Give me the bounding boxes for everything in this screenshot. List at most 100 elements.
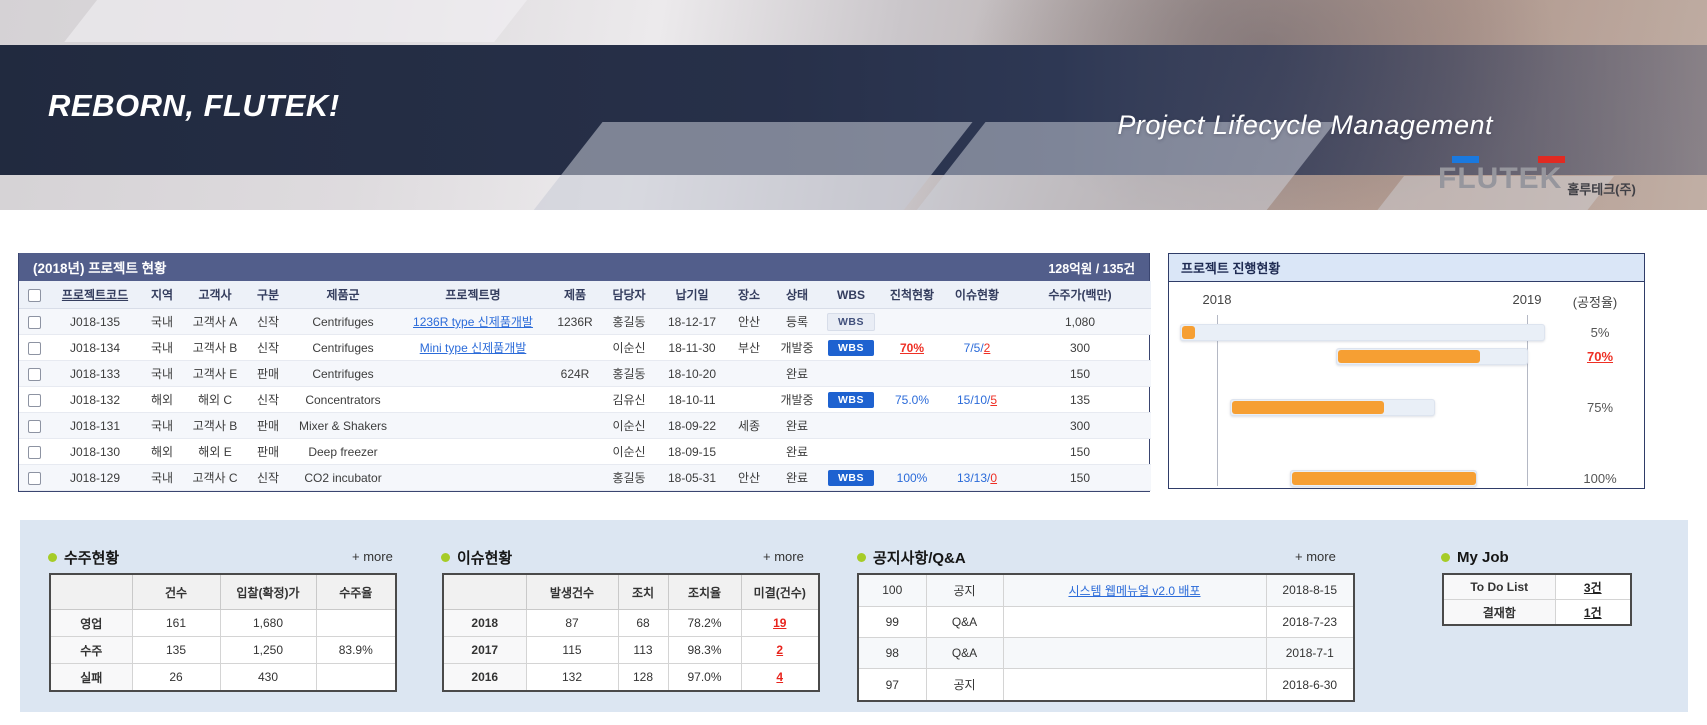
cell-product [549,386,601,413]
orders-col-bid: 입찰(확정)가 [219,574,317,610]
cell-due-date: 18-10-20 [657,360,727,387]
cell-status: 완료 [771,412,823,439]
notices-more-link[interactable]: + more [1295,549,1336,564]
cell-region: 국내 [141,464,183,491]
column-header-due-date: 납기일 [657,281,727,309]
cell-project-code: J018-132 [49,386,141,413]
wbs-button[interactable]: WBS [828,391,874,408]
column-header-product-group: 제품군 [289,281,397,309]
issue-open-count[interactable]: 2 [983,340,991,355]
row-checkbox[interactable] [27,393,41,407]
table-header-row: 발생건수 조치 조치율 미결(건수) [442,574,820,610]
issues-pending-link[interactable]: 19 [773,616,787,630]
cell-product [549,438,601,465]
cell-manager: 홍길동 [601,360,657,387]
issue-count-link[interactable]: 13/13/ [956,470,991,485]
cell-site [727,386,771,413]
todo-count-link[interactable]: 3건 [1583,580,1602,595]
cell-due-date: 18-09-15 [657,438,727,465]
notice-number: 100 [857,573,927,607]
column-header-project-code[interactable]: 프로젝트코드 [49,281,141,309]
gantt-progress-label[interactable]: 70% [1586,349,1614,364]
column-header-region: 지역 [141,281,183,309]
cell-product [549,464,601,491]
gantt-gridline [1217,315,1218,486]
gantt-axis-year-right: 2019 [1512,292,1542,307]
orders-row-label: 실패 [49,663,133,692]
table-row: J018-135 국내 고객사 A 신작 Centrifuges 1236R t… [19,308,1151,335]
orders-more-link[interactable]: + more [352,549,393,564]
notice-subject [1002,668,1267,702]
cell-project-name [397,360,549,387]
row-checkbox[interactable] [27,471,41,485]
approval-count-link[interactable]: 1건 [1583,605,1602,620]
wbs-button[interactable]: WBS [828,469,874,486]
bullet-icon [1441,552,1450,562]
cell-manager: 홍길동 [601,308,657,335]
row-checkbox[interactable] [27,341,41,355]
orders-rate [315,609,397,637]
project-name-link[interactable]: 1236R type 신제품개발 [413,315,533,329]
progress-link[interactable]: 75.0% [894,392,930,407]
issues-col-handled: 조치 [617,574,669,610]
project-name-link[interactable]: Mini type 신제품개발 [419,341,527,355]
issue-count-link[interactable]: 15/10/ [956,392,991,407]
cell-status: 완료 [771,464,823,491]
progress-link[interactable]: 100% [896,470,928,485]
row-checkbox[interactable] [27,315,41,329]
wbs-button[interactable]: WBS [828,339,874,356]
column-header-status: 상태 [771,281,823,309]
cell-customer: 해외 E [183,438,247,465]
cell-amount: 1,080 [1009,308,1151,335]
banner-subtitle: Project Lifecycle Management [1117,110,1493,140]
issues-more-link[interactable]: + more [763,549,804,564]
table-row: 2017 115 113 98.3% 2 [442,636,820,664]
cell-category: 신작 [247,386,289,413]
notice-category: 공지 [925,573,1004,607]
row-checkbox[interactable] [27,367,41,381]
project-panel-title: (2018년) 프로젝트 현황 [33,261,167,276]
row-checkbox[interactable] [27,445,41,459]
issue-open-count[interactable]: 0 [990,470,998,485]
orders-count: 161 [131,609,221,637]
issues-title-text: 이슈현황 [457,549,513,567]
issues-year: 2016 [442,663,527,692]
notice-date: 2018-8-15 [1265,573,1355,607]
gantt-bar-track [1180,324,1545,341]
issues-occurred: 115 [525,636,619,664]
cell-product-group: Concentrators [289,386,397,413]
notice-subject-link[interactable]: 시스템 웹메뉴얼 v2.0 배포 [1068,583,1201,598]
issues-rate: 97.0% [667,663,742,692]
row-checkbox[interactable] [27,419,41,433]
gantt-bar-track [1230,399,1435,416]
wbs-button[interactable]: WBS [827,312,875,331]
column-header-project-name: 프로젝트명 [397,281,549,309]
myjob-row-label: To Do List [1442,573,1556,600]
cell-issues: 13/13/0 [945,464,1009,491]
cell-customer: 고객사 C [183,464,247,491]
cell-product-group: Centrifuges [289,360,397,387]
table-row: To Do List 3건 [1442,573,1632,600]
banner-diagonal-shape [527,122,973,210]
issues-occurred: 87 [525,609,619,637]
column-header-category: 구분 [247,281,289,309]
select-all-checkbox[interactable] [27,288,41,302]
issue-open-count[interactable]: 5 [990,392,998,407]
banner: REBORN, FLUTEK! Project Lifecycle Manage… [0,0,1707,210]
cell-project-name [397,412,549,439]
cell-progress [879,308,945,335]
issues-pending-link[interactable]: 4 [776,670,784,684]
cell-issues: 7/5/2 [945,334,1009,361]
table-row: 97 공지 2018-6-30 [857,668,1355,702]
logo-company-name: 홀루테크(주) [1567,182,1636,197]
cell-status: 개발중 [771,386,823,413]
cell-amount: 300 [1009,334,1151,361]
issues-pending-link[interactable]: 2 [776,643,784,657]
progress-link[interactable]: 70% [899,340,925,355]
gantt-progress-label: 5% [1590,325,1610,340]
orders-title-text: 수주현황 [64,549,120,567]
issue-count-link[interactable]: 7/5/ [963,340,984,355]
cell-customer: 고객사 B [183,412,247,439]
gantt-progress-label: 100% [1583,471,1617,486]
notice-date: 2018-7-1 [1265,636,1355,670]
